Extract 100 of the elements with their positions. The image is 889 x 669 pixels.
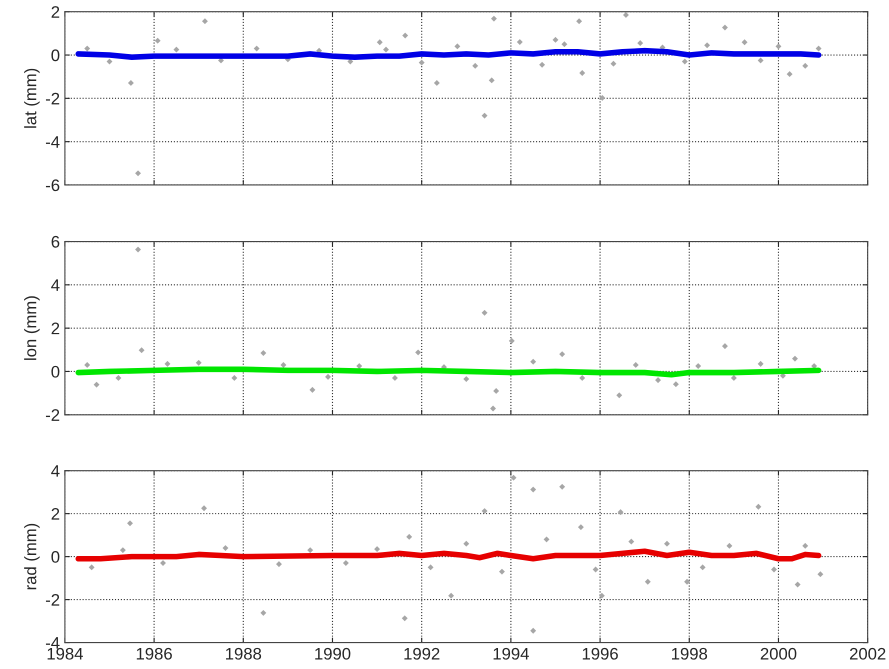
- point: [428, 564, 434, 570]
- point: [539, 62, 546, 68]
- point: [510, 474, 516, 481]
- point: [482, 112, 488, 119]
- point: [120, 547, 126, 554]
- point: [758, 360, 764, 367]
- point: [632, 362, 639, 368]
- y-tick-label: -2: [46, 92, 60, 104]
- y-tick-label: -2: [46, 409, 60, 421]
- point: [463, 540, 470, 547]
- point: [383, 46, 389, 53]
- point: [802, 542, 808, 549]
- point: [544, 536, 550, 542]
- point: [530, 486, 536, 492]
- y-tick-label: -6: [46, 179, 60, 192]
- point: [415, 349, 422, 356]
- point: [454, 43, 460, 50]
- point: [356, 363, 362, 369]
- point: [742, 39, 748, 46]
- point: [88, 564, 95, 570]
- point: [776, 43, 782, 50]
- y-tick-label: 2: [52, 6, 60, 18]
- point: [127, 520, 133, 526]
- point: [84, 46, 90, 52]
- point: [434, 80, 440, 86]
- point: [552, 36, 558, 43]
- point: [135, 170, 141, 176]
- point: [280, 362, 286, 368]
- point: [260, 610, 266, 616]
- point: [628, 538, 634, 545]
- y-tick-label: -4: [46, 136, 60, 148]
- point: [508, 338, 515, 344]
- x-tick-label: 1988: [226, 648, 262, 660]
- x-tick-label: 1992: [404, 648, 440, 660]
- point: [755, 504, 762, 510]
- point: [406, 534, 412, 540]
- y-tick-label: -2: [46, 594, 60, 606]
- point: [618, 509, 624, 516]
- x-tick-label: 1984: [48, 648, 83, 660]
- point: [231, 375, 238, 381]
- y-axis-title: lat (mm): [24, 68, 40, 128]
- point: [576, 18, 582, 24]
- point: [598, 592, 605, 599]
- point: [792, 356, 798, 362]
- point: [530, 628, 536, 634]
- y-axis-title: rad (mm): [24, 524, 40, 590]
- point: [730, 375, 737, 381]
- point: [374, 546, 380, 552]
- point: [472, 62, 478, 69]
- point: [482, 310, 488, 316]
- y-axis-title: lon (mm): [24, 296, 40, 360]
- point: [682, 58, 688, 64]
- point: [530, 358, 536, 365]
- point: [559, 484, 566, 490]
- point: [128, 80, 134, 86]
- point: [325, 374, 331, 380]
- point: [592, 566, 599, 572]
- point: [599, 94, 606, 101]
- point: [726, 542, 732, 549]
- x-tick-label: 2002: [850, 648, 886, 660]
- point: [684, 578, 690, 585]
- point: [579, 375, 586, 381]
- y-tick-label: 2: [52, 508, 60, 520]
- x-tick-label: 1994: [494, 648, 529, 660]
- point: [488, 77, 495, 84]
- point: [493, 388, 500, 394]
- point: [794, 582, 801, 588]
- y-tick-label: 4: [51, 465, 60, 477]
- point: [559, 351, 566, 358]
- x-tick-label: 1990: [315, 648, 350, 660]
- point: [309, 386, 316, 393]
- point: [622, 12, 629, 18]
- point: [276, 561, 282, 568]
- point: [201, 505, 207, 512]
- point: [463, 376, 470, 382]
- point: [196, 360, 202, 366]
- point: [84, 362, 90, 368]
- point: [817, 571, 824, 578]
- point: [154, 38, 161, 44]
- point: [254, 46, 260, 52]
- x-tick-label: 1996: [582, 648, 618, 660]
- y-tick-label: 4: [51, 279, 60, 291]
- point: [655, 377, 661, 384]
- point: [342, 560, 349, 566]
- point: [160, 560, 166, 566]
- y-tick-label: 2: [52, 322, 60, 334]
- point: [173, 46, 180, 53]
- point: [418, 60, 425, 66]
- point: [94, 382, 100, 388]
- point: [758, 57, 764, 64]
- point: [448, 592, 454, 599]
- point: [392, 375, 398, 381]
- y-tick-label: -4: [46, 637, 60, 649]
- point: [664, 540, 670, 547]
- point: [722, 24, 728, 30]
- point: [579, 70, 586, 76]
- point: [499, 568, 505, 575]
- point: [786, 71, 793, 78]
- point: [802, 62, 808, 69]
- point: [700, 564, 706, 570]
